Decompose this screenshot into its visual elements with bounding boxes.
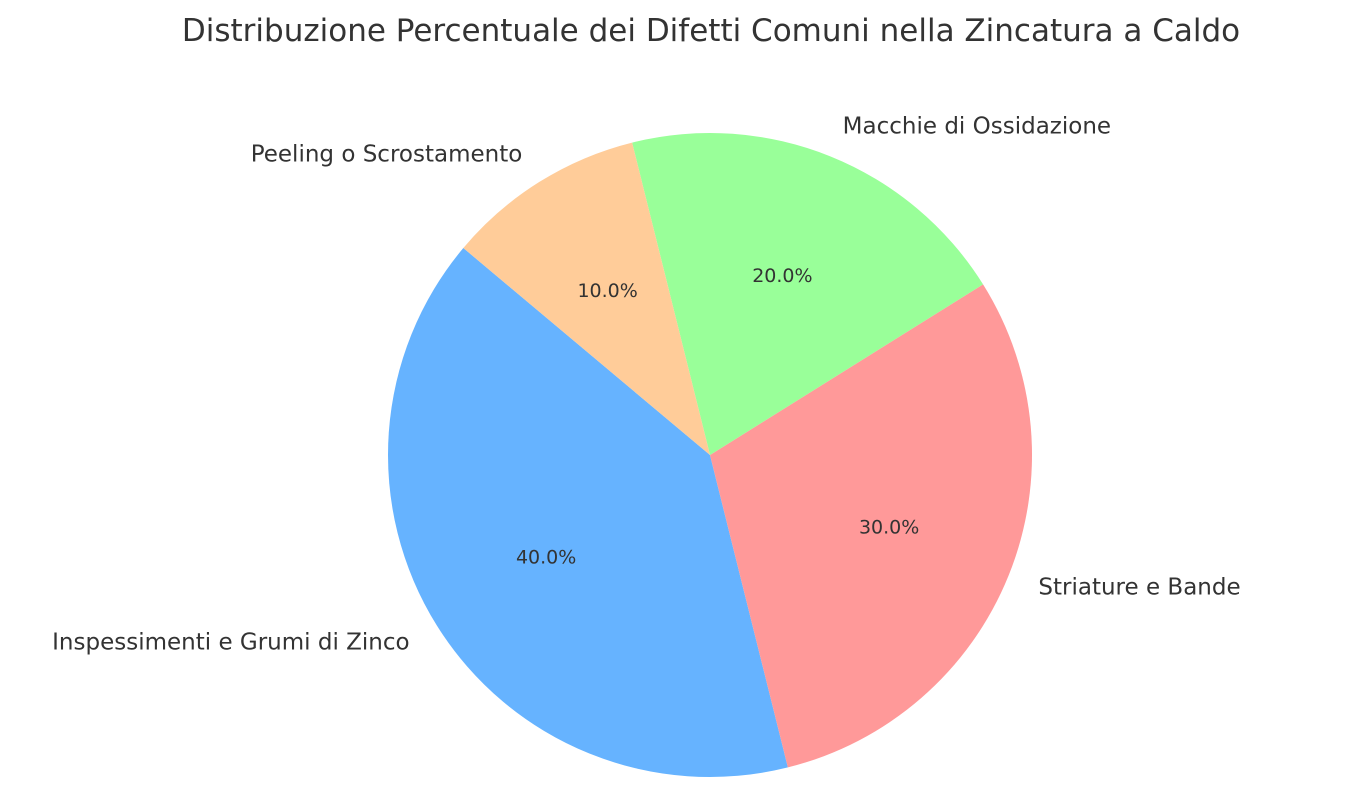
pie-slice (710, 284, 1033, 768)
slice-percent-label: 30.0% (859, 516, 919, 538)
slice-percent-label: 20.0% (752, 265, 812, 287)
slice-percent-label: 40.0% (516, 546, 576, 568)
pie-slice (463, 142, 710, 456)
slice-category-label: Inspessimenti e Grumi di Zinco (52, 630, 409, 656)
slice-category-label: Peeling o Scrostamento (251, 142, 523, 168)
pie-slices (387, 132, 1033, 778)
slice-category-label: Macchie di Ossidazione (843, 114, 1111, 140)
percent-labels: 40.0% 30.0% 20.0% 10.0% (516, 265, 919, 569)
chart-title: Distribuzione Percentuale dei Difetti Co… (182, 13, 1240, 49)
pie-slice (632, 132, 984, 455)
category-labels: Inspessimenti e Grumi di Zinco Striature … (52, 114, 1240, 656)
pie-slice (387, 248, 788, 778)
slice-percent-label: 10.0% (577, 280, 637, 302)
slice-category-label: Striature e Bande (1038, 575, 1240, 601)
